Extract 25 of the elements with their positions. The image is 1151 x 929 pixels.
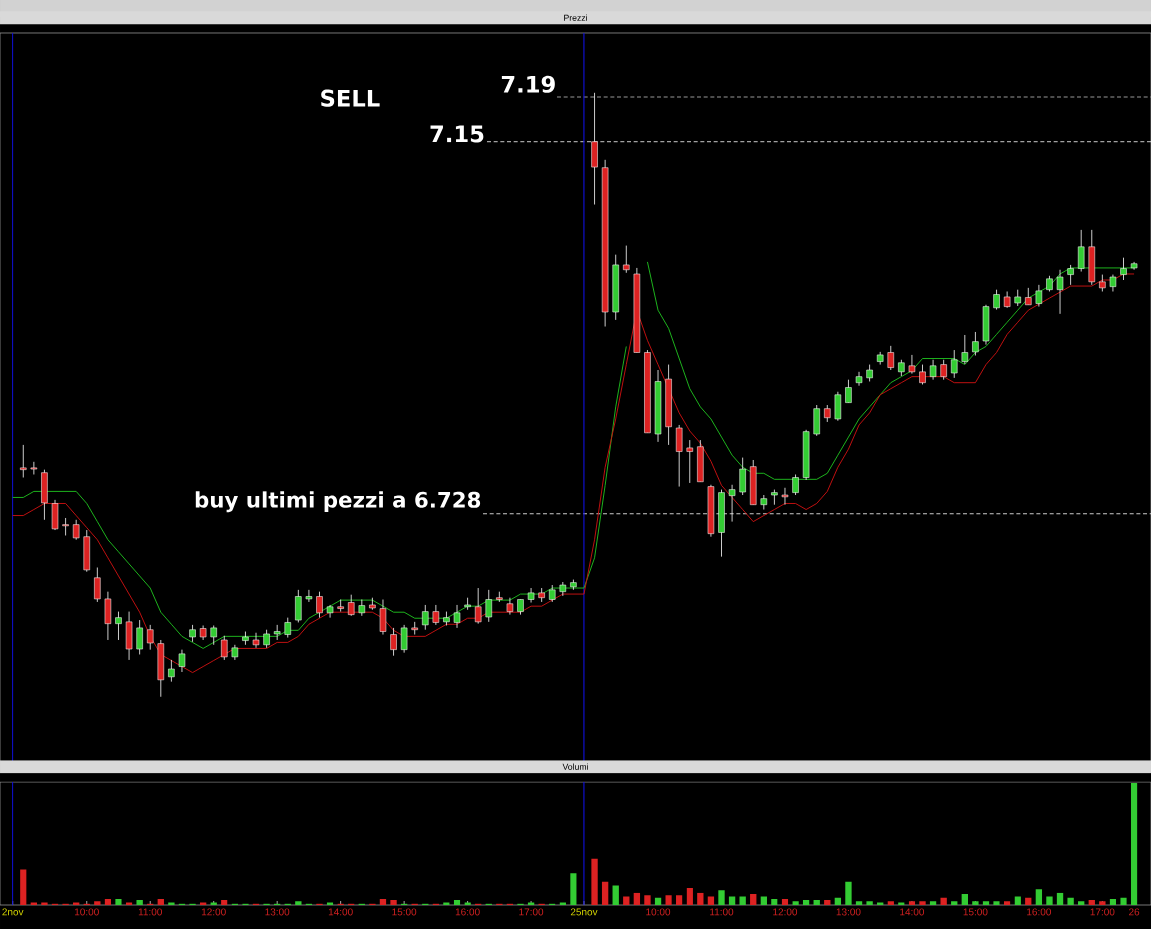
chart-title: Prezzi <box>564 14 587 21</box>
x-tick-label: 17:00 <box>519 908 544 916</box>
chart-title: Volumi <box>562 763 588 770</box>
x-tick-label: 17:00 <box>1090 908 1115 916</box>
x-tick-label: 10:00 <box>75 908 99 916</box>
x-tick-label: 14:00 <box>900 908 925 916</box>
x-tick-label: 11:00 <box>138 908 162 916</box>
x-tick-label: 13:00 <box>265 908 290 916</box>
x-tick-label: 16:00 <box>455 908 480 916</box>
x-tick-label: 26 <box>1129 908 1140 916</box>
x-tick-label: 11:00 <box>710 908 734 916</box>
x-tick-label: 10:00 <box>646 908 671 916</box>
x-tick-label: 25nov <box>570 908 598 916</box>
x-tick-label: 15:00 <box>392 908 417 916</box>
x-tick-label: 15:00 <box>963 908 988 916</box>
annotation: 7.19 <box>501 75 555 93</box>
x-tick-label: 12:00 <box>773 908 798 916</box>
ref-line-label: buy ultimi pezzi a 6.728 <box>195 491 481 513</box>
x-tick-label: 12:00 <box>201 908 226 916</box>
x-tick-label: 2nov <box>2 908 24 916</box>
x-tick-label: 16:00 <box>1027 908 1051 916</box>
annotation: SELL <box>321 89 380 107</box>
x-tick-label: 13:00 <box>836 908 861 916</box>
x-tick-label: 14:00 <box>328 908 353 916</box>
annotation: 7.15 <box>430 125 484 143</box>
